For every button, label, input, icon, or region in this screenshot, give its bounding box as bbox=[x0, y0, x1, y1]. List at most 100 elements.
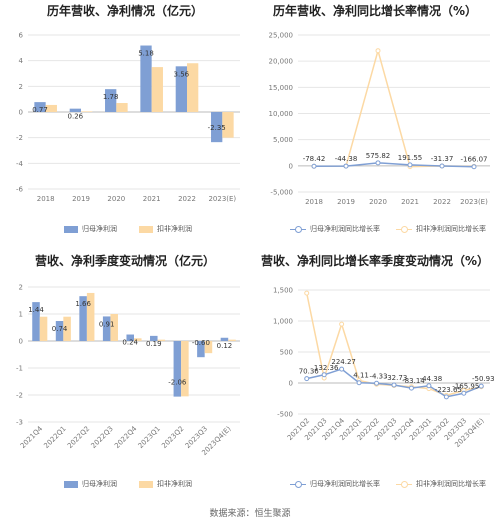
data-label: 0.24 bbox=[122, 339, 138, 347]
x-tick-label: 2020 bbox=[369, 198, 387, 206]
y-tick-label: 0 bbox=[289, 162, 293, 170]
y-tick-label: 1,500 bbox=[273, 287, 293, 295]
legend-swatch-blue bbox=[290, 480, 306, 488]
y-tick-label: 2 bbox=[19, 284, 23, 292]
point bbox=[304, 376, 310, 382]
data-label: 575.82 bbox=[366, 152, 391, 160]
bar bbox=[116, 103, 128, 112]
legend: 归母净利润 扣非净利润 bbox=[64, 224, 192, 234]
point bbox=[339, 366, 345, 372]
point bbox=[478, 383, 484, 389]
legend-swatch-orange bbox=[139, 225, 153, 233]
point bbox=[321, 372, 327, 378]
x-tick-label: 2021Q4 bbox=[19, 424, 45, 450]
data-label: 4.11 bbox=[353, 372, 369, 380]
data-label: 5.18 bbox=[138, 50, 154, 58]
bar bbox=[157, 339, 166, 341]
bar bbox=[134, 338, 142, 341]
x-tick-label: 2023Q2 bbox=[160, 425, 185, 450]
chart-svg: -6 -4 -2 0 2 4 6 2018 2019 2020 2021 2022 2023(E) 0.7… bbox=[16, 32, 240, 203]
x-tick-label: 2023Q1 bbox=[137, 425, 162, 450]
x-tick-label: 2022 bbox=[178, 195, 196, 203]
data-label: 70.36 bbox=[299, 368, 320, 376]
y-tick-label: 6 bbox=[19, 32, 24, 40]
bar bbox=[63, 316, 71, 341]
data-label: -44.38 bbox=[420, 375, 443, 383]
y-tick-label: 10,000 bbox=[269, 110, 294, 118]
legend-label: 归母净利润 bbox=[82, 225, 117, 233]
chart-title: 营收、净利季度变动情况（亿元） bbox=[34, 254, 215, 268]
bar bbox=[197, 341, 205, 358]
x-tick-label: 2022Q2 bbox=[66, 425, 91, 450]
data-label: -31.37 bbox=[431, 155, 454, 163]
point bbox=[374, 380, 380, 386]
data-label: 0.77 bbox=[32, 106, 48, 114]
data-label: 191.55 bbox=[398, 154, 423, 162]
bar bbox=[175, 66, 187, 112]
series-line bbox=[313, 47, 475, 168]
data-label: -0.60 bbox=[192, 339, 210, 347]
y-tick-label: 2 bbox=[19, 83, 23, 91]
chart-quarterly-growth: 营收、净利同比增长率季度变动情况（%） -500 0 500 1,000 1,500 20… bbox=[250, 250, 500, 500]
legend-label: 扣非净利润 bbox=[157, 480, 192, 488]
x-tick-label: 2018 bbox=[305, 198, 323, 206]
bar bbox=[187, 63, 199, 112]
bar bbox=[39, 316, 48, 341]
bar bbox=[34, 102, 46, 112]
data-label: 0.74 bbox=[52, 325, 68, 333]
y-tick-label: 0 bbox=[19, 109, 23, 117]
legend-label: 扣非净利润同比增长率 bbox=[416, 225, 486, 233]
point bbox=[408, 385, 414, 391]
bar bbox=[45, 104, 57, 112]
data-label: 1.78 bbox=[103, 93, 119, 101]
x-tick-label: 2019 bbox=[72, 195, 90, 203]
point bbox=[443, 394, 449, 400]
bar bbox=[102, 316, 111, 341]
y-tick-label: 0 bbox=[289, 380, 293, 388]
legend-swatch-blue bbox=[64, 225, 78, 233]
bar bbox=[228, 339, 236, 341]
y-tick-label: -3 bbox=[16, 419, 23, 427]
data-label: -78.42 bbox=[303, 155, 326, 163]
chart-svg: -50005001,0001,5002021Q22021Q32021Q42022… bbox=[273, 287, 495, 450]
x-tick-label: 2022Q4 bbox=[113, 424, 139, 450]
data-label: 0.19 bbox=[146, 340, 162, 348]
bar bbox=[211, 112, 223, 143]
bar bbox=[69, 108, 81, 112]
point bbox=[407, 162, 413, 168]
point bbox=[304, 290, 310, 296]
legend-swatch-blue bbox=[64, 480, 78, 488]
chart-title: 历年营收、净利同比增长率情况（%） bbox=[272, 4, 478, 18]
bar bbox=[181, 341, 189, 397]
x-tick-label: 2022Q3 bbox=[90, 425, 115, 450]
point bbox=[356, 380, 362, 386]
point bbox=[471, 164, 477, 170]
point bbox=[391, 382, 397, 388]
legend-label: 扣非净利润 bbox=[157, 225, 192, 233]
legend-swatch-orange bbox=[396, 480, 412, 488]
bar bbox=[222, 112, 234, 138]
legend-label: 归母净利润同比增长率 bbox=[310, 480, 380, 488]
data-label: 0.91 bbox=[99, 320, 115, 328]
y-tick-label: -6 bbox=[16, 186, 24, 194]
legend-label: 扣非净利润同比增长率 bbox=[416, 480, 486, 488]
chart-annual-growth: 历年营收、净利同比增长率情况（%） -5,000 0 5,000 10,000 15,0… bbox=[250, 0, 500, 250]
y-tick-label: -5,000 bbox=[270, 189, 293, 197]
point bbox=[461, 390, 467, 396]
y-tick-label: 1 bbox=[19, 311, 23, 319]
chart-title: 历年营收、净利情况（亿元） bbox=[46, 4, 203, 18]
y-tick-label: 5,000 bbox=[273, 136, 293, 144]
bar bbox=[86, 292, 95, 341]
y-tick-label: -4 bbox=[16, 160, 24, 168]
y-tick-label: 4 bbox=[19, 57, 24, 65]
legend-swatch-orange bbox=[139, 480, 153, 488]
point bbox=[375, 48, 381, 54]
data-label: 1.44 bbox=[28, 306, 44, 314]
data-label: -50.93 bbox=[472, 375, 495, 383]
legend-label: 归母净利润 bbox=[82, 480, 117, 488]
data-label: -2.35 bbox=[208, 124, 226, 132]
point bbox=[375, 160, 381, 166]
bar bbox=[126, 334, 134, 341]
chart-title: 营收、净利同比增长率季度变动情况（%） bbox=[260, 254, 490, 268]
data-label: -44.38 bbox=[335, 155, 358, 163]
